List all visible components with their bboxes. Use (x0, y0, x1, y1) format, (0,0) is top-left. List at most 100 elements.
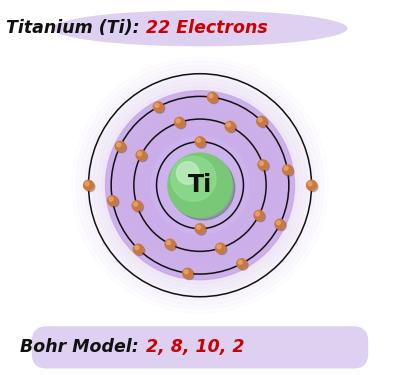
Circle shape (132, 201, 142, 211)
Circle shape (117, 143, 121, 147)
Circle shape (238, 260, 242, 264)
Circle shape (109, 197, 119, 207)
Circle shape (153, 138, 247, 232)
Circle shape (183, 168, 217, 202)
Circle shape (260, 161, 264, 165)
Circle shape (110, 96, 290, 275)
Circle shape (165, 239, 175, 249)
Circle shape (135, 246, 145, 256)
Circle shape (196, 225, 206, 235)
Circle shape (226, 123, 230, 127)
Circle shape (170, 155, 230, 215)
Circle shape (176, 119, 180, 123)
Circle shape (217, 245, 221, 249)
Circle shape (123, 108, 277, 262)
Circle shape (117, 143, 126, 153)
Circle shape (176, 162, 199, 184)
Circle shape (151, 136, 249, 234)
Circle shape (192, 177, 208, 194)
Circle shape (127, 113, 273, 258)
Circle shape (98, 83, 302, 288)
Circle shape (166, 241, 170, 245)
Circle shape (155, 104, 165, 113)
Circle shape (227, 123, 236, 133)
Circle shape (238, 260, 248, 270)
Circle shape (138, 152, 148, 162)
Circle shape (258, 118, 262, 122)
Circle shape (275, 219, 285, 229)
Circle shape (115, 141, 125, 151)
Circle shape (187, 172, 213, 198)
Circle shape (132, 117, 268, 254)
Circle shape (237, 259, 247, 268)
Circle shape (284, 166, 294, 176)
Circle shape (217, 245, 227, 254)
Circle shape (136, 150, 146, 160)
Circle shape (153, 102, 163, 112)
Ellipse shape (52, 10, 348, 46)
Circle shape (258, 160, 268, 170)
Circle shape (196, 225, 200, 229)
Circle shape (119, 104, 281, 266)
Circle shape (138, 152, 142, 156)
Text: 22 Electrons: 22 Electrons (146, 19, 268, 37)
Circle shape (114, 100, 286, 271)
Circle shape (308, 182, 312, 186)
Circle shape (109, 197, 113, 201)
FancyBboxPatch shape (32, 326, 368, 369)
Circle shape (144, 130, 256, 241)
Circle shape (208, 92, 217, 102)
Circle shape (106, 91, 294, 279)
Circle shape (134, 202, 138, 206)
Circle shape (108, 196, 118, 206)
Circle shape (149, 134, 251, 237)
Circle shape (168, 153, 232, 217)
Circle shape (196, 138, 206, 148)
Circle shape (284, 166, 288, 170)
Circle shape (85, 182, 89, 186)
Circle shape (179, 164, 221, 207)
Circle shape (256, 212, 260, 216)
Circle shape (140, 125, 260, 245)
Circle shape (257, 116, 267, 126)
Circle shape (216, 243, 225, 253)
Circle shape (183, 268, 192, 278)
Circle shape (135, 246, 139, 249)
Circle shape (84, 180, 94, 190)
Circle shape (209, 94, 219, 104)
Circle shape (276, 221, 286, 231)
Circle shape (195, 137, 205, 147)
Circle shape (102, 87, 298, 284)
Circle shape (225, 121, 235, 131)
Circle shape (106, 91, 294, 280)
Circle shape (308, 182, 318, 192)
Text: Bohr Model:: Bohr Model: (20, 338, 145, 356)
Circle shape (170, 156, 235, 220)
Circle shape (184, 270, 188, 274)
Circle shape (254, 210, 264, 220)
Circle shape (136, 121, 264, 249)
Circle shape (306, 180, 316, 190)
Circle shape (166, 241, 176, 251)
Circle shape (256, 212, 265, 222)
Circle shape (176, 119, 186, 129)
Circle shape (162, 147, 238, 224)
Circle shape (174, 160, 226, 211)
Text: Ti: Ti (188, 173, 212, 197)
Circle shape (85, 182, 95, 192)
Circle shape (184, 270, 194, 280)
Circle shape (258, 118, 268, 128)
Text: 2, 8, 10, 2: 2, 8, 10, 2 (146, 338, 245, 356)
Circle shape (175, 118, 184, 127)
Circle shape (133, 244, 143, 254)
Text: Titanium (Ti):: Titanium (Ti): (6, 19, 145, 37)
Circle shape (134, 202, 144, 212)
Circle shape (276, 221, 280, 225)
Circle shape (157, 143, 243, 228)
Circle shape (260, 161, 269, 171)
Circle shape (196, 181, 204, 189)
Circle shape (196, 138, 200, 142)
Circle shape (209, 94, 213, 98)
Circle shape (155, 103, 159, 107)
Circle shape (195, 224, 205, 234)
